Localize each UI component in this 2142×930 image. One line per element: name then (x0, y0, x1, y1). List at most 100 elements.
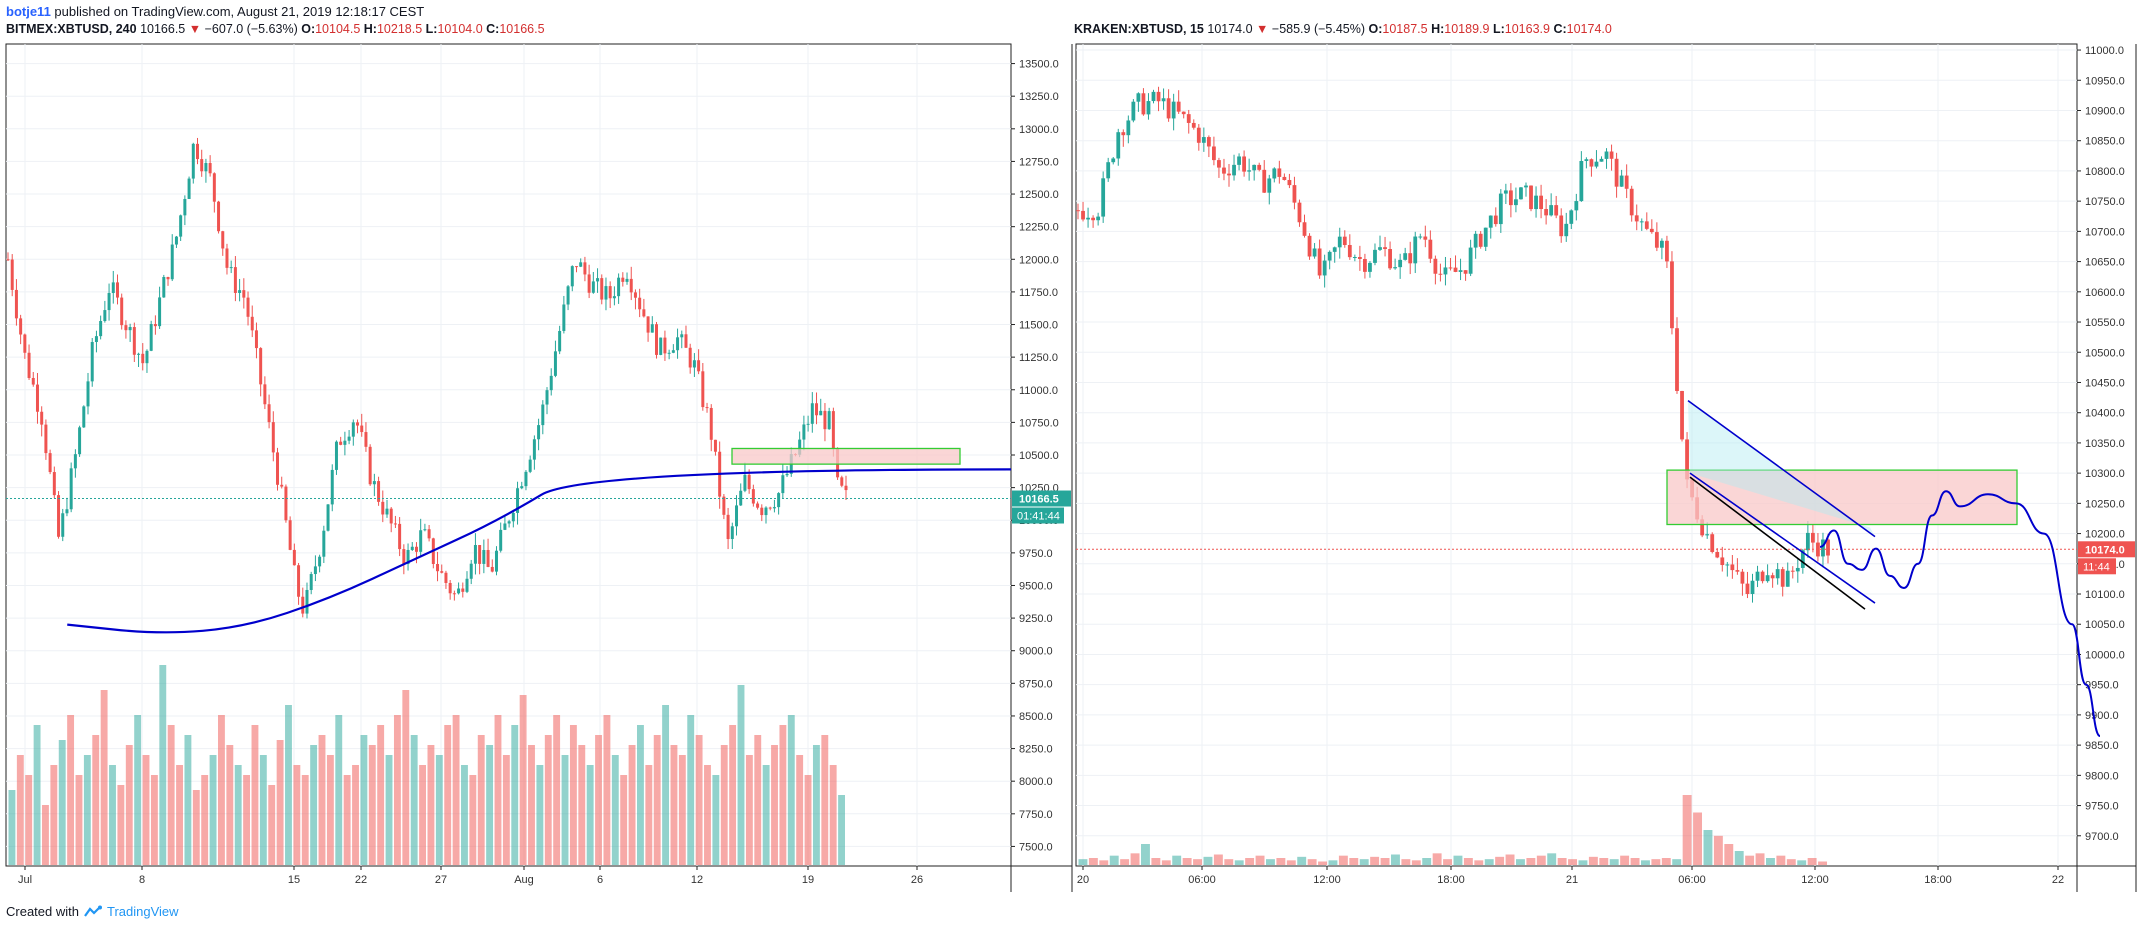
volume-bar (393, 715, 401, 865)
volume-bar (159, 665, 167, 865)
candle-body (1765, 575, 1770, 582)
candle-body (1805, 532, 1810, 551)
x-tick-label: 22 (2052, 874, 2064, 886)
candle-body (1368, 262, 1372, 272)
candle-body (1337, 236, 1342, 248)
candle-body (406, 549, 410, 565)
candle-body (1685, 439, 1689, 480)
volume-bar (83, 755, 91, 865)
candle-body (1151, 91, 1156, 102)
support-trend-line (1689, 476, 1866, 610)
author-link[interactable]: botje11 (6, 4, 51, 19)
volume-bar (1130, 853, 1140, 865)
volume-bar (1807, 858, 1817, 865)
candle-body (562, 304, 566, 331)
candle-body (1534, 195, 1538, 210)
candle-body (1413, 236, 1418, 264)
candle-body (61, 513, 65, 537)
tradingview-brand[interactable]: TradingView (106, 904, 179, 919)
candle-body (368, 446, 372, 485)
candle-body (1649, 228, 1654, 233)
volume-bar (461, 765, 468, 865)
candle-body (246, 297, 250, 317)
candle-body (1493, 215, 1498, 225)
candle-body (452, 593, 456, 595)
candle-body (1146, 101, 1151, 115)
volume-bar (1713, 835, 1723, 865)
volume-bar (1516, 859, 1525, 865)
candle-body (254, 330, 258, 349)
candle-body (1081, 210, 1085, 220)
candle-body (1554, 205, 1559, 216)
candle-body (1670, 261, 1674, 329)
candle-body (40, 411, 44, 425)
candle-body (815, 403, 819, 416)
candle-body (764, 507, 768, 516)
volume-bar (125, 745, 133, 865)
volume-bar (1161, 860, 1171, 865)
candle-body (490, 566, 494, 572)
y-tick-label: 8250.0 (1019, 744, 1053, 756)
candle-body (633, 292, 637, 298)
candle-body (507, 521, 511, 524)
price-label: 10166.5 (1019, 494, 1059, 506)
volume-bar (1349, 858, 1359, 865)
candle-body (1790, 570, 1795, 572)
candle-body (1423, 236, 1428, 240)
candle-body (1503, 190, 1508, 194)
candle-body (10, 259, 14, 290)
y-tick-label: 10550.0 (2085, 317, 2125, 329)
volume-bar (1620, 855, 1630, 865)
candle-body (777, 493, 781, 508)
volume-bar (1234, 860, 1244, 865)
candle-body (1634, 215, 1639, 222)
candle-body (1091, 217, 1096, 221)
candle-body (1569, 210, 1574, 224)
chart-panel-2: 11000.0 10950.0 10900.0 10850.0 10800.0 10750… (1075, 43, 2137, 892)
candle-body (1750, 580, 1755, 594)
candle-body (1604, 151, 1609, 159)
y-tick-label: 10750.0 (2085, 196, 2125, 208)
candle-body (120, 297, 124, 326)
candle-body (393, 523, 397, 525)
volume-bar (276, 740, 284, 865)
candle-body (153, 324, 157, 327)
candle-body (271, 422, 275, 453)
plot-frame (1075, 43, 2078, 867)
left-high: 10218.5 (376, 22, 423, 36)
volume-bar (779, 725, 787, 865)
candle-body (646, 316, 650, 333)
candle-body (1312, 248, 1317, 257)
volume-bar (796, 755, 804, 865)
candle-body (1498, 193, 1503, 225)
volume-bar (745, 755, 753, 865)
volume-bar (1557, 858, 1567, 865)
candle-body (806, 423, 810, 425)
candle-body (756, 503, 760, 508)
candle-body (402, 549, 406, 565)
volume-bar (1255, 855, 1265, 865)
candle-body (276, 452, 280, 485)
candle-body (1529, 185, 1533, 210)
candle-body (225, 248, 229, 268)
candle-body (705, 407, 709, 409)
y-tick-label: 9900.0 (2085, 710, 2119, 722)
volume-bar (469, 775, 477, 865)
candle-body (1277, 168, 1282, 177)
y-tick-label: 10950.0 (2085, 75, 2125, 87)
candle-body (1101, 178, 1106, 217)
y-tick-label: 10500.0 (1019, 450, 1059, 462)
volume-bar (704, 765, 711, 865)
candle-body (1584, 159, 1589, 161)
volume-bar (1630, 858, 1640, 865)
y-tick-label: 9750.0 (1019, 548, 1053, 560)
candle-body (115, 282, 119, 298)
down-arrow-icon: ▼ (1256, 22, 1269, 36)
candle-body (486, 549, 490, 567)
volume-bar (687, 715, 695, 865)
y-tick-label: 7500.0 (1019, 841, 1053, 853)
candle-body (566, 286, 570, 305)
candle-body (1262, 169, 1267, 193)
candle-body (288, 520, 292, 550)
